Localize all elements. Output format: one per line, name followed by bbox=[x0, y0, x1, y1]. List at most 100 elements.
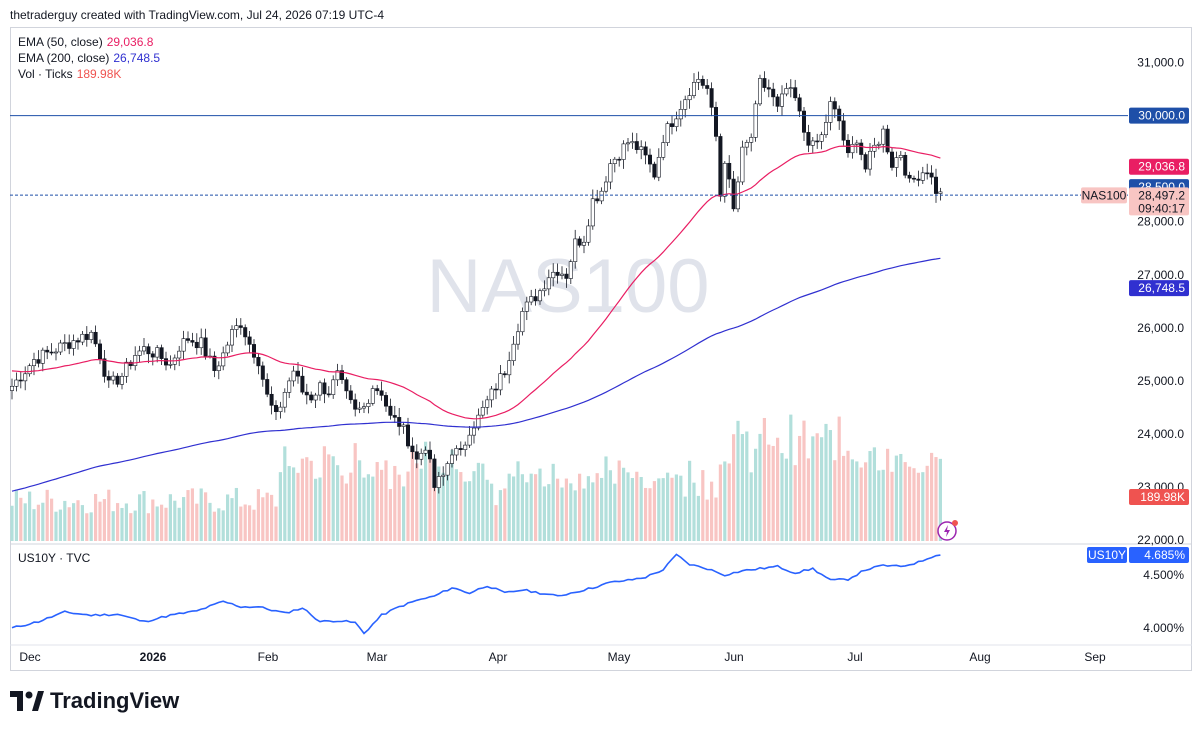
volume-bar bbox=[76, 500, 80, 541]
candle bbox=[339, 364, 344, 384]
legend-ema200[interactable]: EMA (200, close) 26,748.5 bbox=[18, 50, 160, 66]
candle bbox=[199, 328, 204, 355]
candle bbox=[225, 341, 230, 357]
volume-bar bbox=[437, 466, 441, 541]
candle bbox=[194, 333, 199, 355]
volume-bar bbox=[384, 460, 388, 541]
legend-volume[interactable]: Vol · Ticks 189.98K bbox=[18, 66, 160, 82]
volume-bar bbox=[837, 416, 841, 541]
volume-bar bbox=[336, 465, 340, 541]
candle bbox=[555, 263, 560, 284]
volume-bar bbox=[406, 471, 410, 541]
candle bbox=[819, 131, 824, 150]
candle bbox=[586, 219, 591, 246]
volume-bar bbox=[340, 475, 344, 541]
candle bbox=[546, 269, 551, 296]
candle bbox=[419, 448, 424, 466]
candle bbox=[150, 351, 155, 366]
volume-bar bbox=[50, 498, 54, 541]
candle bbox=[661, 134, 666, 161]
tradingview-logo-icon bbox=[10, 691, 44, 711]
volume-bar bbox=[199, 488, 203, 541]
volume-bar bbox=[525, 482, 529, 541]
bar-countdown: 09:40:17 bbox=[1138, 201, 1185, 215]
last-price-label bbox=[1129, 187, 1189, 216]
candle bbox=[740, 140, 745, 185]
candle bbox=[911, 175, 916, 183]
candle bbox=[757, 74, 762, 107]
volume-bar bbox=[353, 443, 357, 541]
volume-bar bbox=[630, 477, 634, 541]
volume-bar bbox=[54, 511, 58, 541]
svg-text:30,000.0: 30,000.0 bbox=[1138, 109, 1185, 123]
candle bbox=[181, 330, 186, 360]
candle bbox=[102, 349, 107, 383]
candle bbox=[612, 156, 617, 173]
volume-bar bbox=[881, 469, 885, 541]
legend-ema50-value: 29,036.8 bbox=[106, 35, 154, 49]
volume-bar bbox=[833, 460, 837, 541]
candle bbox=[933, 168, 938, 203]
volume-bar bbox=[111, 511, 115, 541]
candles bbox=[10, 71, 943, 494]
volume-bar bbox=[639, 476, 643, 541]
candle bbox=[252, 339, 257, 364]
volume-bar bbox=[252, 509, 256, 541]
volume-bar bbox=[138, 494, 142, 541]
time-axis[interactable]: Dec 2026 Feb Mar Apr May Jun Jul Aug Sep bbox=[19, 650, 1106, 664]
candle bbox=[493, 383, 498, 400]
volume-bar bbox=[402, 486, 406, 541]
candle bbox=[14, 372, 19, 392]
legend-volume-label: Vol · Ticks bbox=[18, 67, 73, 81]
us10y-series[interactable] bbox=[11, 553, 941, 635]
sub-pane-legend[interactable]: US10Y · TVC bbox=[18, 550, 90, 566]
candle bbox=[427, 441, 432, 463]
candle bbox=[700, 75, 705, 89]
us10y-last-label: 4.685% bbox=[1129, 547, 1189, 563]
candle bbox=[498, 364, 503, 396]
horizontal-lines[interactable] bbox=[10, 115, 1128, 196]
volume-bar bbox=[635, 471, 639, 541]
candle bbox=[313, 392, 318, 409]
volume-bar bbox=[723, 461, 727, 541]
candle bbox=[18, 371, 23, 389]
volume-bar bbox=[652, 481, 656, 541]
volume-bar bbox=[85, 513, 89, 541]
candle bbox=[234, 318, 239, 338]
svg-text:4.685%: 4.685% bbox=[1144, 548, 1185, 562]
volume-bar bbox=[362, 477, 366, 541]
volume-bar bbox=[648, 488, 652, 541]
volume-bar bbox=[190, 488, 194, 541]
candle bbox=[142, 338, 147, 355]
lightning-icon[interactable] bbox=[937, 520, 958, 541]
candle bbox=[485, 395, 490, 415]
volume-bar bbox=[265, 492, 269, 541]
candle bbox=[216, 361, 221, 380]
candle bbox=[898, 151, 903, 161]
ema200-line[interactable] bbox=[11, 257, 941, 492]
volume-bar bbox=[776, 437, 780, 541]
volume-bar bbox=[164, 507, 168, 541]
volume-bar bbox=[80, 505, 84, 541]
volume-bar bbox=[380, 469, 384, 541]
candle bbox=[784, 82, 789, 97]
candle bbox=[520, 307, 525, 336]
volume-bar bbox=[120, 507, 124, 541]
volume-bar bbox=[820, 437, 824, 541]
tradingview-brand[interactable]: TradingView bbox=[10, 688, 179, 714]
volume-bar bbox=[155, 506, 159, 541]
volume-bar bbox=[450, 449, 454, 541]
volume-bar bbox=[217, 508, 221, 541]
sub-pane-title: US10Y · TVC bbox=[18, 551, 91, 565]
ema50-line[interactable] bbox=[11, 145, 941, 420]
volume-bar bbox=[23, 503, 27, 541]
candle bbox=[383, 391, 388, 412]
candle bbox=[630, 132, 635, 149]
volume-bar bbox=[375, 462, 379, 541]
volume-bar bbox=[195, 503, 199, 541]
volume-bar bbox=[349, 472, 353, 541]
volume-bar bbox=[173, 500, 177, 541]
legend-ema50[interactable]: EMA (50, close) 29,036.8 bbox=[18, 34, 160, 50]
volume-bar bbox=[72, 503, 76, 541]
